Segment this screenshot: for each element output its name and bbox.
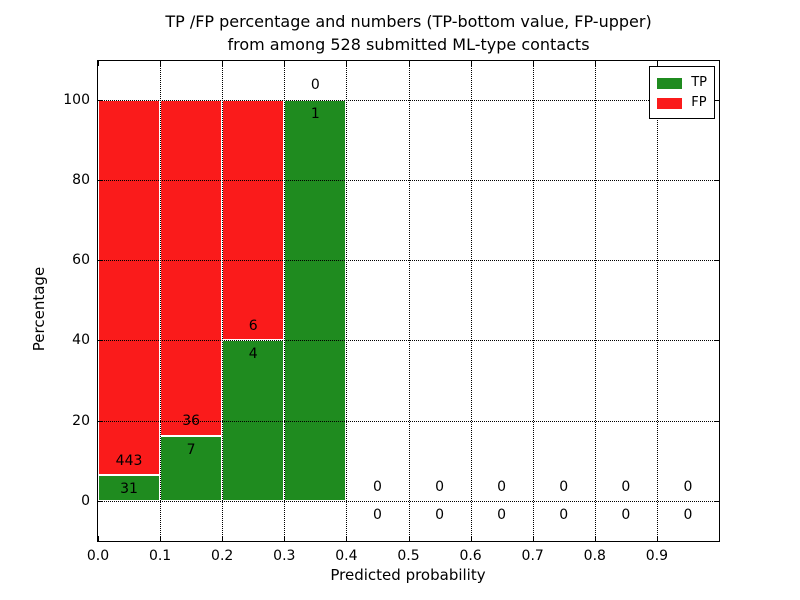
bar-label-tp-8: 0: [621, 506, 631, 523]
bar-label-fp-2: 6: [248, 318, 258, 335]
ytick-right-40: [714, 340, 719, 342]
bar-tp-3: [284, 99, 347, 501]
xtick-bottom-0.2: [222, 536, 224, 541]
xtick-label-0.7: 0.7: [521, 548, 544, 564]
ytick-label-40: 40: [72, 332, 90, 349]
ytick-label-60: 60: [72, 252, 90, 269]
x-axis-label: Predicted probability: [330, 566, 486, 584]
chart-title-line2: from among 528 submitted ML-type contact…: [227, 35, 590, 54]
xtick-bottom-0.8: [594, 536, 596, 541]
gridline-x-0.9: [656, 61, 658, 541]
gridline-x-0.7: [532, 61, 534, 541]
bar-label-tp-0: 31: [120, 480, 138, 497]
bar-tp-1: [160, 435, 223, 501]
xtick-label-0.9: 0.9: [645, 548, 669, 564]
xtick-label-0.2: 0.2: [211, 548, 234, 564]
xtick-top-0.0: [98, 61, 99, 66]
bar-label-tp-9: 0: [683, 506, 693, 523]
gridline-x-0.2: [222, 61, 224, 541]
ytick-label-0: 0: [81, 492, 90, 509]
xtick-top-0.8: [594, 61, 596, 66]
xtick-bottom-0.6: [470, 536, 472, 541]
xtick-top-0.3: [284, 61, 286, 66]
xtick-label-0.4: 0.4: [335, 548, 358, 564]
bar-label-fp-7: 0: [559, 478, 569, 495]
bar-label-tp-2: 4: [248, 346, 258, 363]
ytick-right-100: [714, 99, 719, 101]
xtick-bottom-0.5: [408, 536, 410, 541]
bar-label-fp-5: 0: [435, 478, 445, 495]
xtick-top-0.7: [532, 61, 534, 66]
legend-swatch-TP: [657, 77, 683, 89]
gridline-x-0.6: [470, 61, 472, 541]
ytick-right-80: [714, 179, 719, 181]
bar-label-fp-9: 0: [683, 478, 693, 495]
xtick-top-0.2: [222, 61, 224, 66]
y-axis-label: Percentage: [30, 266, 48, 352]
xtick-top-0.9: [656, 61, 658, 66]
bar-label-tp-5: 0: [435, 506, 445, 523]
bar-label-fp-4: 0: [372, 478, 382, 495]
bar-label-tp-6: 0: [497, 506, 507, 523]
bar-label-tp-1: 7: [186, 441, 196, 458]
chart-title: TP /FP percentage and numbers (TP-bottom…: [97, 10, 720, 56]
bar-label-tp-4: 0: [372, 506, 382, 523]
legend-label-TP: TP: [691, 75, 707, 90]
xtick-top-0.6: [470, 61, 472, 66]
ytick-left-80: [98, 179, 103, 181]
bar-fp-0: [98, 99, 161, 475]
ytick-left-100: [98, 99, 103, 101]
ytick-right-0: [714, 500, 719, 502]
bar-label-fp-3: 0: [310, 77, 320, 94]
legend-row-FP: FP: [657, 93, 707, 113]
xtick-label-0.8: 0.8: [583, 548, 606, 564]
xtick-label-0.3: 0.3: [273, 548, 296, 564]
xtick-bottom-0.0: [98, 536, 99, 541]
legend-label-FP: FP: [691, 95, 707, 110]
xtick-bottom-0.3: [284, 536, 286, 541]
xtick-top-0.5: [408, 61, 410, 66]
xtick-label-0.5: 0.5: [397, 548, 420, 564]
ytick-left-0: [98, 500, 103, 502]
ytick-left-60: [98, 260, 103, 262]
gridline-x-0.1: [160, 61, 162, 541]
ytick-label-80: 80: [72, 171, 90, 188]
xtick-top-0.4: [346, 61, 348, 66]
legend-row-TP: TP: [657, 73, 707, 93]
xtick-label-0.6: 0.6: [459, 548, 482, 564]
legend-swatch-FP: [657, 97, 683, 109]
plot-area: TP FP 443 31 36 7 6 4 0 1 0 0 0 0 0 0 0 0 0 0 0 0: [97, 60, 720, 542]
xtick-bottom-0.1: [160, 536, 162, 541]
xtick-label-0.1: 0.1: [148, 548, 172, 564]
ytick-left-20: [98, 420, 103, 422]
xtick-top-0.1: [160, 61, 162, 66]
ytick-right-20: [714, 420, 719, 422]
bar-fp-1: [160, 99, 223, 436]
bar-label-tp-3: 1: [310, 105, 320, 122]
bar-label-fp-8: 0: [621, 478, 631, 495]
gridline-x-0.5: [408, 61, 410, 541]
bar-label-fp-0: 443: [115, 452, 143, 469]
bar-label-tp-7: 0: [559, 506, 569, 523]
ytick-right-60: [714, 260, 719, 262]
ytick-label-20: 20: [72, 412, 90, 429]
chart-title-line1: TP /FP percentage and numbers (TP-bottom…: [165, 12, 652, 31]
gridline-x-0.8: [594, 61, 596, 541]
bar-label-fp-1: 36: [182, 413, 201, 430]
ytick-label-100: 100: [63, 91, 90, 108]
bar-label-fp-6: 0: [497, 478, 507, 495]
legend: TP FP: [649, 66, 715, 119]
bar-fp-2: [222, 99, 285, 341]
bar-tp-0: [98, 474, 161, 501]
xtick-label-0.0: 0.0: [86, 548, 110, 564]
gridline-x-0.3: [284, 61, 286, 541]
gridline-x-0.4: [346, 61, 348, 541]
ytick-left-40: [98, 340, 103, 342]
xtick-bottom-0.4: [346, 536, 348, 541]
xtick-bottom-0.7: [532, 536, 534, 541]
xtick-bottom-0.9: [656, 536, 658, 541]
